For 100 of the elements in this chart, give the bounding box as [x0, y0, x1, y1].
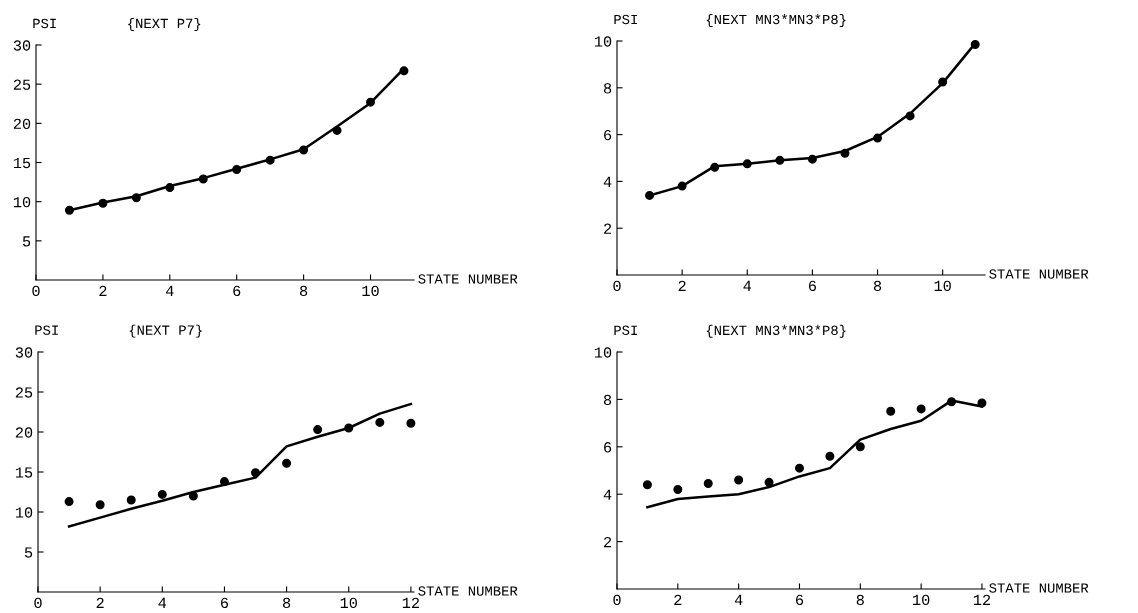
point: [157, 489, 167, 499]
x-tick-label: 10: [913, 594, 930, 606]
y-tick-label: 10: [13, 196, 31, 208]
point: [219, 477, 229, 487]
x-tick-label: 0: [613, 280, 621, 292]
point: [938, 77, 948, 87]
y-axis-title: PSI: [35, 325, 58, 335]
y-axis-title: PSI: [614, 325, 637, 336]
y-tick-label: 10: [594, 36, 612, 47]
x-tick-label: 6: [796, 594, 804, 606]
y-tick-label: 20: [15, 427, 33, 438]
point: [198, 174, 208, 184]
point: [98, 198, 108, 208]
point: [188, 491, 198, 501]
y-tick-label: 6: [604, 129, 612, 141]
x-tick-label: 2: [96, 597, 104, 608]
y-tick-label: 8: [603, 83, 612, 94]
point: [299, 145, 309, 155]
x-tick-label: 10: [340, 597, 357, 609]
point: [916, 404, 926, 414]
chart-title: {NEXT P7}: [128, 17, 201, 31]
x-tick-label: 8: [283, 597, 291, 609]
chart-title: {NEXT MN3*MN3*P8}: [706, 14, 846, 27]
point: [131, 193, 141, 203]
x-tick-label: 12: [402, 597, 419, 608]
point: [344, 423, 354, 433]
point: [825, 451, 835, 461]
y-tick-label: 8: [603, 394, 612, 406]
y-tick-label: 4: [603, 489, 612, 500]
x-tick-label: 6: [220, 597, 229, 609]
point: [673, 484, 683, 494]
x-tick-label: 6: [233, 285, 241, 297]
point: [645, 190, 655, 200]
x-tick-label: 4: [743, 280, 752, 291]
line-series: [67, 402, 413, 528]
point: [95, 500, 105, 510]
point: [375, 417, 385, 427]
point: [677, 181, 687, 191]
y-tick-label: 25: [13, 79, 31, 90]
point: [873, 133, 883, 143]
y-tick-label: 5: [22, 236, 31, 247]
x-tick-label: 8: [300, 285, 308, 297]
x-tick-label: 10: [362, 285, 379, 297]
x-tick-label: 4: [158, 597, 167, 608]
point: [947, 397, 957, 407]
point: [840, 148, 850, 158]
point: [165, 183, 175, 193]
point: [970, 40, 980, 50]
y-tick-label: 20: [13, 118, 31, 130]
point: [251, 468, 261, 478]
chart-title: {NEXT MN3*MN3*P8}: [706, 324, 846, 338]
point: [366, 97, 376, 107]
point: [642, 480, 652, 490]
x-tick-label: 4: [734, 594, 743, 605]
x-tick-label: 0: [613, 594, 621, 606]
point: [406, 418, 416, 428]
y-tick-label: 30: [15, 347, 33, 358]
x-tick-label: 4: [165, 285, 174, 296]
y-axis-title: PSI: [33, 18, 56, 29]
y-tick-label: 4: [603, 176, 612, 187]
y-tick-label: 10: [15, 507, 33, 518]
point: [64, 205, 74, 215]
y-axis-title: PSI: [614, 14, 637, 25]
point: [775, 155, 785, 165]
chart-title: {NEXT P7}: [129, 324, 202, 338]
x-axis-title: STATE NUMBER: [418, 586, 518, 596]
x-tick-label: 0: [32, 285, 40, 297]
y-tick-label: 10: [594, 347, 612, 358]
point: [126, 495, 136, 505]
point: [282, 458, 292, 468]
point: [794, 463, 804, 473]
y-tick-label: 15: [15, 467, 33, 478]
y-tick-label: 2: [604, 536, 612, 548]
point: [977, 398, 987, 408]
x-tick-label: 2: [99, 285, 107, 296]
y-tick-label: 6: [604, 442, 612, 453]
y-tick-label: 30: [13, 40, 31, 51]
point: [855, 442, 865, 452]
x-tick-label: 8: [873, 280, 882, 292]
point: [332, 125, 342, 135]
x-axis-title: STATE NUMBER: [989, 269, 1089, 279]
x-tick-label: 10: [934, 280, 951, 292]
point: [734, 475, 744, 485]
point: [742, 159, 752, 169]
x-tick-label: 0: [34, 597, 42, 609]
point: [64, 497, 74, 507]
y-tick-label: 25: [15, 387, 33, 398]
y-tick-label: 5: [24, 547, 33, 558]
point: [807, 154, 817, 164]
x-tick-label: 2: [674, 594, 682, 605]
point: [265, 155, 275, 165]
x-tick-label: 8: [856, 594, 864, 606]
x-axis-title: STATE NUMBER: [989, 583, 1089, 593]
y-tick-label: 2: [604, 223, 612, 234]
point: [399, 66, 409, 76]
x-tick-label: 12: [973, 594, 991, 605]
point: [710, 162, 720, 172]
y-tick-label: 15: [13, 157, 31, 169]
point: [886, 406, 896, 416]
point: [703, 479, 713, 489]
